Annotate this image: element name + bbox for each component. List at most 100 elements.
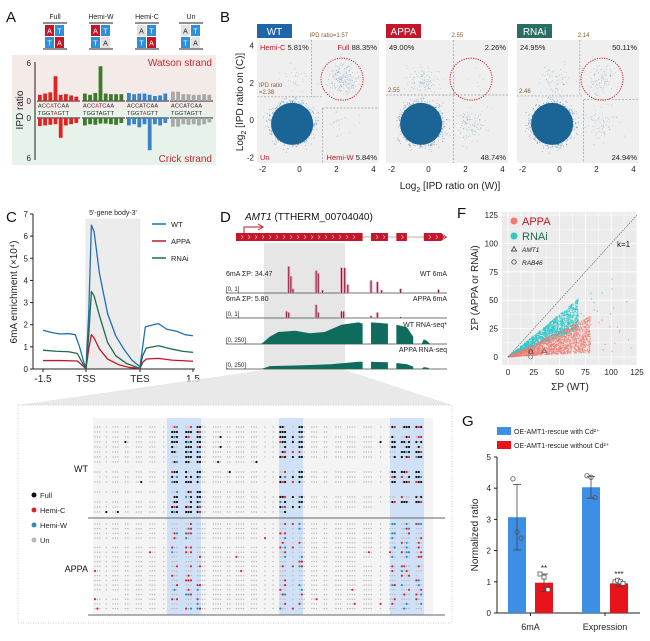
- methylation-site: [255, 537, 258, 539]
- scatter-point: [434, 84, 436, 86]
- methylation-site: [264, 431, 266, 433]
- scatter-point: [421, 142, 423, 144]
- methylation-site: [298, 425, 301, 429]
- scatter-point: [410, 148, 412, 150]
- methylation-site: [311, 603, 313, 605]
- scatter-point: [421, 70, 423, 71]
- methylation-site: [250, 593, 253, 596]
- methylation-site: [163, 537, 165, 539]
- methylation-site: [337, 456, 340, 458]
- methylation-site: [235, 560, 238, 563]
- methylation-site: [393, 546, 396, 549]
- scatter-point: [601, 78, 602, 79]
- methylation-site: [349, 436, 351, 438]
- methylation-site: [201, 593, 204, 596]
- methylation-site: [354, 551, 356, 553]
- scatter-point: [534, 137, 536, 139]
- plot-background: [386, 40, 508, 163]
- threshold-label-top: 2.55: [451, 33, 463, 39]
- methylation-site: [346, 537, 349, 539]
- methylation-site: [340, 528, 342, 530]
- scatter-point: [339, 82, 341, 84]
- methylation-site: [127, 607, 129, 610]
- scatter-point: [570, 116, 572, 118]
- scatter-point: [273, 117, 275, 119]
- scatter-point: [344, 81, 346, 83]
- title-badge: [386, 24, 421, 38]
- methylation-site: [313, 565, 315, 567]
- scatter-point: [434, 91, 435, 93]
- methylation-site: [279, 471, 282, 473]
- methylation-site: [99, 481, 101, 483]
- methylation-site: [212, 560, 215, 563]
- methylation-site: [292, 575, 294, 577]
- scatter-point: [528, 123, 530, 125]
- methylation-site: [363, 607, 365, 610]
- scatter-point: [569, 108, 571, 110]
- scatter-point: [564, 64, 566, 66]
- methylation-site: [340, 456, 342, 458]
- scatter-point: [590, 77, 592, 79]
- methylation-site: [272, 551, 274, 553]
- methylation-site: [346, 607, 349, 610]
- methylation-site: [301, 551, 303, 553]
- methylation-site: [138, 426, 140, 428]
- methylation-site: [127, 441, 129, 443]
- methylation-site: [394, 528, 396, 530]
- methylation-site: [363, 501, 365, 503]
- methylation-site: [303, 570, 305, 572]
- scatter-point: [347, 91, 349, 93]
- methylation-site: [127, 523, 129, 525]
- scatter-point: [401, 128, 403, 130]
- methylation-site: [204, 476, 206, 478]
- scatter-point: [355, 85, 356, 87]
- methylation-site: [242, 537, 245, 539]
- methylation-site: [135, 575, 138, 577]
- methylation-site: [311, 532, 313, 535]
- methylation-site: [114, 476, 117, 478]
- methylation-site: [190, 436, 192, 438]
- scatter-point: [305, 109, 307, 111]
- scatter-point: [280, 105, 282, 107]
- methylation-site: [298, 602, 301, 606]
- scatter-point: [399, 123, 401, 125]
- methylation-site: [149, 431, 151, 433]
- scatter-point: [398, 139, 400, 141]
- strand-direction-icon: [261, 234, 265, 240]
- scatter-point: [616, 116, 618, 118]
- methylation-site: [219, 506, 222, 508]
- scatter-point: [340, 90, 342, 92]
- methylation-site: [204, 496, 206, 498]
- methylation-site: [242, 471, 245, 473]
- strand-direction-icon: [338, 234, 342, 240]
- quadrant-top-right-label: 2.26%: [485, 43, 507, 52]
- methylation-site: [212, 456, 215, 458]
- methylation-site: [337, 584, 340, 586]
- scatter-point: [479, 89, 481, 91]
- scatter-point: [597, 118, 599, 120]
- scatter-point: [339, 98, 341, 100]
- scatter-point: [414, 77, 415, 79]
- methylation-site: [323, 565, 326, 567]
- methylation-site: [279, 523, 282, 525]
- methylation-site: [298, 450, 301, 454]
- crick-ipd-bar: [69, 118, 73, 125]
- scatter-point: [280, 106, 282, 108]
- methylation-site: [313, 560, 315, 563]
- methylation-site: [365, 607, 368, 610]
- methylation-site: [415, 495, 418, 499]
- methylation-site: [335, 560, 337, 563]
- methylation-site: [272, 546, 274, 549]
- methylation-site: [408, 570, 410, 572]
- methylation-site: [340, 556, 342, 558]
- scatter-point: [547, 102, 549, 104]
- scatter-point: [302, 139, 304, 141]
- methylation-site: [311, 501, 313, 503]
- scatter-point: [591, 118, 593, 120]
- scatter-point: [305, 103, 307, 105]
- methylation-site: [238, 565, 240, 567]
- methylation-site: [315, 523, 318, 525]
- methylation-site: [217, 501, 219, 503]
- scatter-point: [411, 86, 413, 88]
- methylation-site: [114, 589, 117, 591]
